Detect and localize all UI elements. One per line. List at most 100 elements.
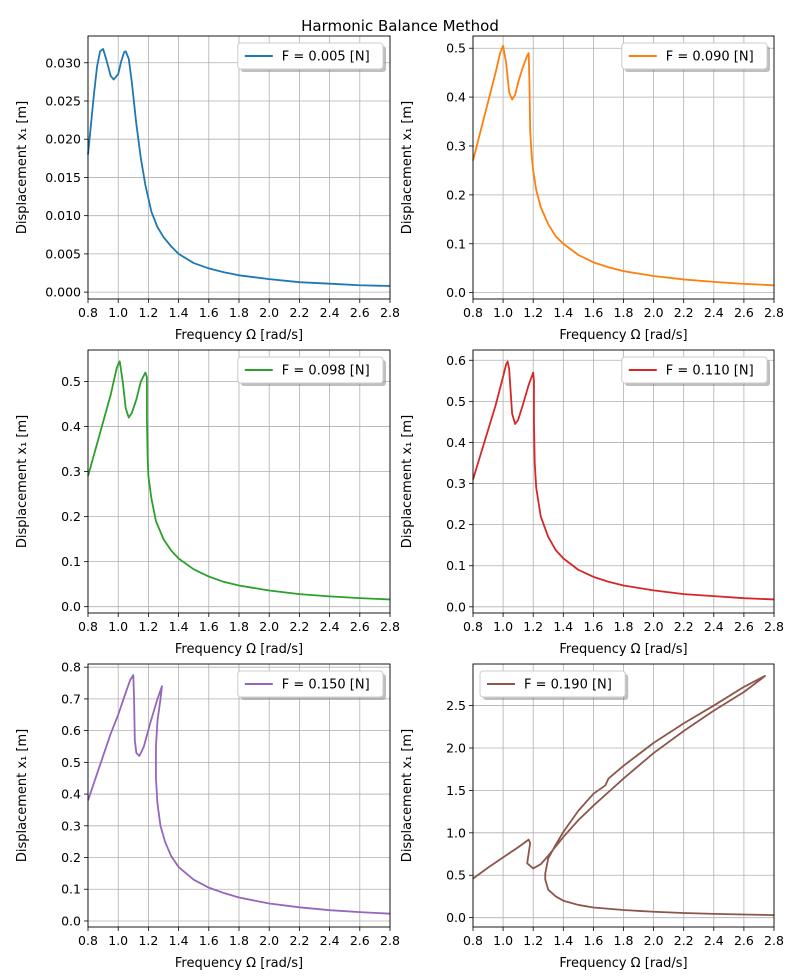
- x-tick-label: 1.2: [138, 619, 158, 634]
- x-tick-label: 2.4: [704, 305, 724, 320]
- x-tick-label: 2.8: [380, 305, 400, 320]
- x-tick-label: 2.8: [380, 619, 400, 634]
- x-tick-label: 2.8: [764, 933, 784, 948]
- y-tick-label: 0.2: [446, 517, 466, 532]
- series-line: [87, 360, 391, 601]
- x-tick-label: 0.8: [78, 305, 98, 320]
- y-tick-label: 2.0: [446, 740, 466, 755]
- x-tick-label: 0.8: [463, 619, 483, 634]
- y-tick-label: 0.0: [446, 285, 466, 300]
- x-tick-label: 1.8: [229, 933, 249, 948]
- series-line: [87, 48, 391, 287]
- y-tick-label: 0.4: [446, 90, 466, 105]
- x-tick-label: 2.0: [644, 305, 664, 320]
- x-tick-label: 2.2: [674, 305, 694, 320]
- x-tick-label: 1.6: [583, 305, 603, 320]
- subplot-1: 0.8 1.0 1.2 1.4 1.6 1.8 2.0 2.2 2.4 2.6 2.8 0.000 0.…: [15, 35, 400, 343]
- y-axis-label: Displacement x₁ [m]: [400, 101, 415, 234]
- x-tick-label: 1.6: [199, 619, 219, 634]
- x-tick-label: 1.6: [199, 933, 219, 948]
- y-tick-label: 0.2: [61, 850, 81, 865]
- axes-frame: [87, 349, 391, 614]
- x-tick-label: 2.0: [259, 933, 279, 948]
- legend-label: F = 0.098 [N]: [282, 364, 370, 379]
- x-tick-label: 1.2: [138, 933, 158, 948]
- x-tick-label: 2.2: [674, 619, 694, 634]
- legend-box: [479, 670, 626, 698]
- y-tick-label: 0.0: [61, 913, 81, 928]
- x-tick-label: 1.6: [199, 305, 219, 320]
- y-tick-label: 1.0: [446, 825, 466, 840]
- x-tick-label: 2.8: [380, 933, 400, 948]
- x-tick-label: 1.4: [553, 933, 573, 948]
- x-tick-label: 0.8: [78, 933, 98, 948]
- y-tick-label: 0.020: [45, 132, 81, 147]
- x-tick-label: 2.0: [259, 305, 279, 320]
- y-axis-label: Displacement x₁ [m]: [400, 415, 415, 548]
- x-tick-label: 2.6: [350, 933, 370, 948]
- axes-frame: [87, 663, 391, 928]
- legend-label: F = 0.190 [N]: [524, 678, 612, 693]
- y-tick-label: 0.6: [61, 723, 81, 738]
- x-tick-label: 1.4: [169, 619, 189, 634]
- x-tick-label: 2.4: [320, 933, 340, 948]
- y-tick-label: 0.015: [45, 170, 81, 185]
- x-tick-label: 2.4: [320, 619, 340, 634]
- x-tick-label: 1.4: [169, 305, 189, 320]
- x-tick-label: 1.0: [493, 305, 513, 320]
- x-tick-label: 1.0: [108, 305, 128, 320]
- y-axis-label: Displacement x₁ [m]: [15, 415, 30, 548]
- x-tick-label: 2.2: [289, 933, 309, 948]
- x-tick-label: 1.0: [493, 619, 513, 634]
- x-tick-label: 2.6: [734, 619, 754, 634]
- x-tick-label: 2.4: [320, 305, 340, 320]
- y-tick-label: 0.025: [45, 93, 81, 108]
- x-tick-label: 2.6: [734, 933, 754, 948]
- y-tick-label: 0.2: [61, 509, 81, 524]
- legend-box: [237, 42, 384, 70]
- x-axis-label: Frequency Ω [rad/s]: [175, 328, 303, 343]
- y-tick-label: 0.4: [446, 435, 466, 450]
- y-tick-label: 0.1: [61, 554, 81, 569]
- x-axis-label: Frequency Ω [rad/s]: [559, 328, 687, 343]
- x-tick-label: 1.2: [523, 619, 543, 634]
- y-tick-label: 1.5: [446, 783, 466, 798]
- x-tick-label: 1.4: [553, 305, 573, 320]
- series-line: [472, 44, 775, 287]
- y-tick-label: 0.3: [61, 464, 81, 479]
- y-tick-label: 0.2: [446, 187, 466, 202]
- x-tick-label: 1.6: [583, 933, 603, 948]
- subplot-6: 0.8 1.0 1.2 1.4 1.6 1.8 2.0 2.2 2.4 2.6 2.8 0.0 0.5 1…: [400, 663, 784, 971]
- x-tick-label: 1.8: [614, 933, 634, 948]
- x-tick-label: 1.2: [523, 933, 543, 948]
- y-tick-label: 0.3: [446, 476, 466, 491]
- axes-frame: [472, 35, 775, 300]
- y-tick-label: 0.5: [446, 41, 466, 56]
- x-tick-label: 2.0: [644, 619, 664, 634]
- y-tick-label: 0.1: [446, 558, 466, 573]
- y-axis-label: Displacement x₁ [m]: [400, 729, 415, 862]
- y-axis-label: Displacement x₁ [m]: [15, 101, 30, 234]
- x-tick-label: 2.2: [289, 619, 309, 634]
- x-tick-label: 1.4: [553, 619, 573, 634]
- x-tick-label: 2.6: [734, 305, 754, 320]
- legend-label: F = 0.005 [N]: [282, 50, 370, 65]
- y-tick-label: 0.5: [61, 374, 81, 389]
- x-tick-label: 1.2: [138, 305, 158, 320]
- y-tick-label: 0.0: [446, 910, 466, 925]
- y-tick-label: 0.4: [61, 419, 81, 434]
- legend-box: [237, 356, 384, 384]
- x-axis-label: Frequency Ω [rad/s]: [559, 642, 687, 657]
- y-tick-label: 2.5: [446, 698, 466, 713]
- subplot-2: 0.8 1.0 1.2 1.4 1.6 1.8 2.0 2.2 2.4 2.6 2.8 0.0 0.1 0…: [400, 35, 784, 343]
- x-tick-label: 1.2: [523, 305, 543, 320]
- x-tick-label: 2.4: [704, 619, 724, 634]
- x-tick-label: 2.6: [350, 619, 370, 634]
- series-line: [472, 360, 775, 601]
- axes-frame: [472, 663, 775, 928]
- legend-label: F = 0.110 [N]: [666, 364, 754, 379]
- figure-title: Harmonic Balance Method: [301, 17, 499, 35]
- subplot-5: 0.8 1.0 1.2 1.4 1.6 1.8 2.0 2.2 2.4 2.6 2.8 0.0 0.1 0…: [15, 660, 400, 971]
- y-tick-label: 0.010: [45, 208, 81, 223]
- axes-frame: [472, 349, 775, 614]
